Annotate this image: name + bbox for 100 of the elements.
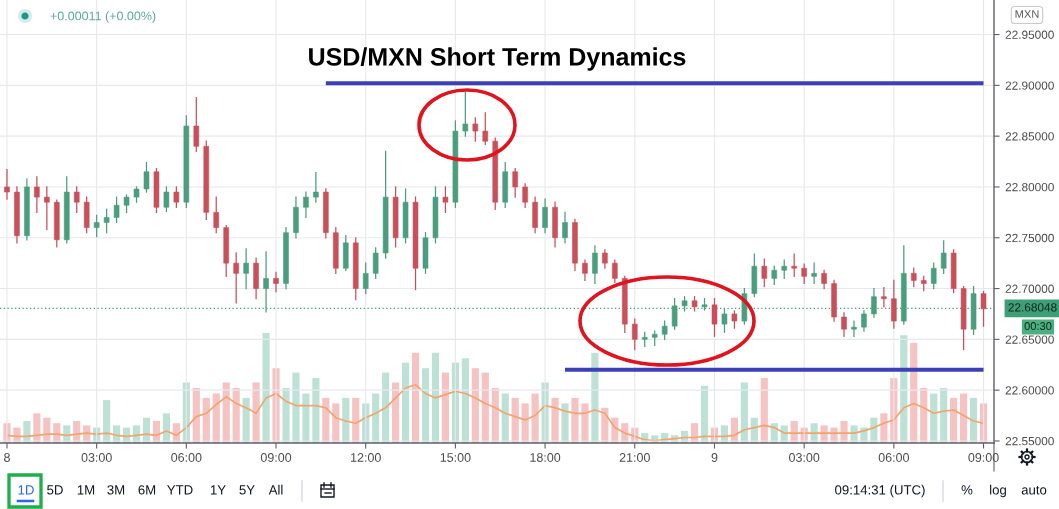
bar (411, 352, 420, 443)
bar (431, 352, 440, 443)
candlestick (881, 286, 887, 308)
x-tick-label: 9 (711, 453, 718, 462)
candlestick (592, 245, 598, 285)
text: 3M (107, 485, 125, 495)
candlestick (512, 168, 518, 198)
candlestick (791, 253, 797, 277)
candlestick (661, 320, 668, 340)
x-tick-label: 12:00 (351, 453, 381, 462)
candlestick (303, 191, 309, 219)
candlestick (143, 161, 150, 193)
text: 5D (47, 485, 63, 495)
candlestick (980, 290, 987, 327)
x-tick-label: 06:00 (171, 453, 202, 462)
y-tick-label: 22.80000 (1005, 182, 1054, 192)
candlestick (851, 320, 857, 337)
ref-line-label: 22.68048 (1008, 303, 1057, 312)
candlestick (462, 91, 469, 137)
text: 1M (77, 485, 95, 495)
y-tick-label: 22.85000 (1005, 132, 1054, 141)
text: 1Y (210, 485, 226, 495)
candlestick (562, 211, 568, 244)
candlestick (522, 183, 528, 208)
candlestick (93, 214, 100, 238)
candlestick (73, 186, 80, 213)
x-tick-label: 03:00 (789, 453, 820, 462)
text: 1D (18, 485, 34, 495)
candlestick (811, 262, 817, 285)
bar (292, 372, 300, 443)
candlestick (173, 186, 180, 208)
candlestick (542, 198, 548, 234)
candlestick (602, 249, 608, 269)
candlestick (193, 96, 200, 153)
candlestick (243, 248, 249, 290)
candlestick (891, 279, 897, 329)
candlestick (711, 298, 718, 337)
candlestick (582, 259, 588, 282)
text: auto (1021, 485, 1047, 495)
text: log (990, 484, 1006, 498)
text: 09:14:31 (UTC) (835, 484, 925, 498)
candlestick (313, 172, 319, 203)
y-tick-label: 22.95000 (1005, 30, 1054, 39)
x-tick-label: 09:00 (968, 453, 999, 462)
x-tick-label: 06:00 (878, 453, 910, 462)
candlestick (113, 196, 120, 224)
y-tick-label: 22.75000 (1005, 233, 1054, 243)
candlestick (631, 318, 638, 351)
candlestick (612, 259, 618, 284)
candlestick (472, 117, 479, 142)
candlestick (940, 240, 947, 274)
x-tick-label: 8 (4, 453, 10, 462)
candlestick (372, 247, 379, 280)
text: 5Y (239, 485, 255, 495)
y-tick-label: 22.65000 (1005, 335, 1054, 344)
x-tick-label: 09:00 (260, 453, 292, 462)
bar (551, 397, 559, 443)
candlestick (4, 169, 10, 200)
bar (421, 368, 430, 443)
text: 00:30 (1024, 322, 1052, 330)
text: All (268, 484, 283, 495)
x-tick-label: 21:00 (619, 453, 650, 462)
candlestick (821, 269, 827, 290)
y-tick-label: 22.55000 (1005, 437, 1054, 446)
bar (302, 393, 310, 443)
candlestick (34, 176, 40, 213)
y-tick-label: 22.90000 (1005, 81, 1054, 90)
candlestick (801, 263, 807, 285)
annotation: +0.00011 (+0.00%) (50, 11, 156, 23)
text: MXN (1015, 10, 1039, 18)
text: % (961, 485, 973, 495)
candlestick (841, 312, 847, 337)
x-tick-label: 15:00 (440, 453, 471, 462)
bar (282, 388, 290, 443)
candlestick (771, 265, 778, 286)
bar (401, 362, 410, 443)
candlestick (930, 262, 937, 290)
candlestick (213, 196, 220, 234)
bar (461, 358, 469, 443)
text: USD/MXN Short Term Dynamics (309, 47, 686, 71)
candlestick (103, 208, 110, 234)
candlestick (233, 252, 239, 304)
candlestick (44, 186, 50, 231)
bar (581, 403, 589, 443)
x-tick-label: 18:00 (530, 453, 561, 462)
bar (262, 333, 270, 443)
candlestick (362, 262, 369, 295)
bar (471, 368, 479, 443)
x-tick-label: 03:00 (81, 453, 112, 462)
candlestick (781, 259, 788, 280)
y-tick-label: 22.60000 (1005, 386, 1054, 395)
bar (561, 403, 569, 443)
candlestick (911, 267, 917, 288)
candlestick (163, 186, 170, 212)
text: YTD (167, 485, 193, 495)
candlestick (442, 186, 449, 213)
candlestick (482, 112, 489, 145)
candlestick (761, 258, 768, 288)
text: 6M (138, 485, 156, 495)
y-tick-label: 22.70000 (1005, 284, 1054, 293)
